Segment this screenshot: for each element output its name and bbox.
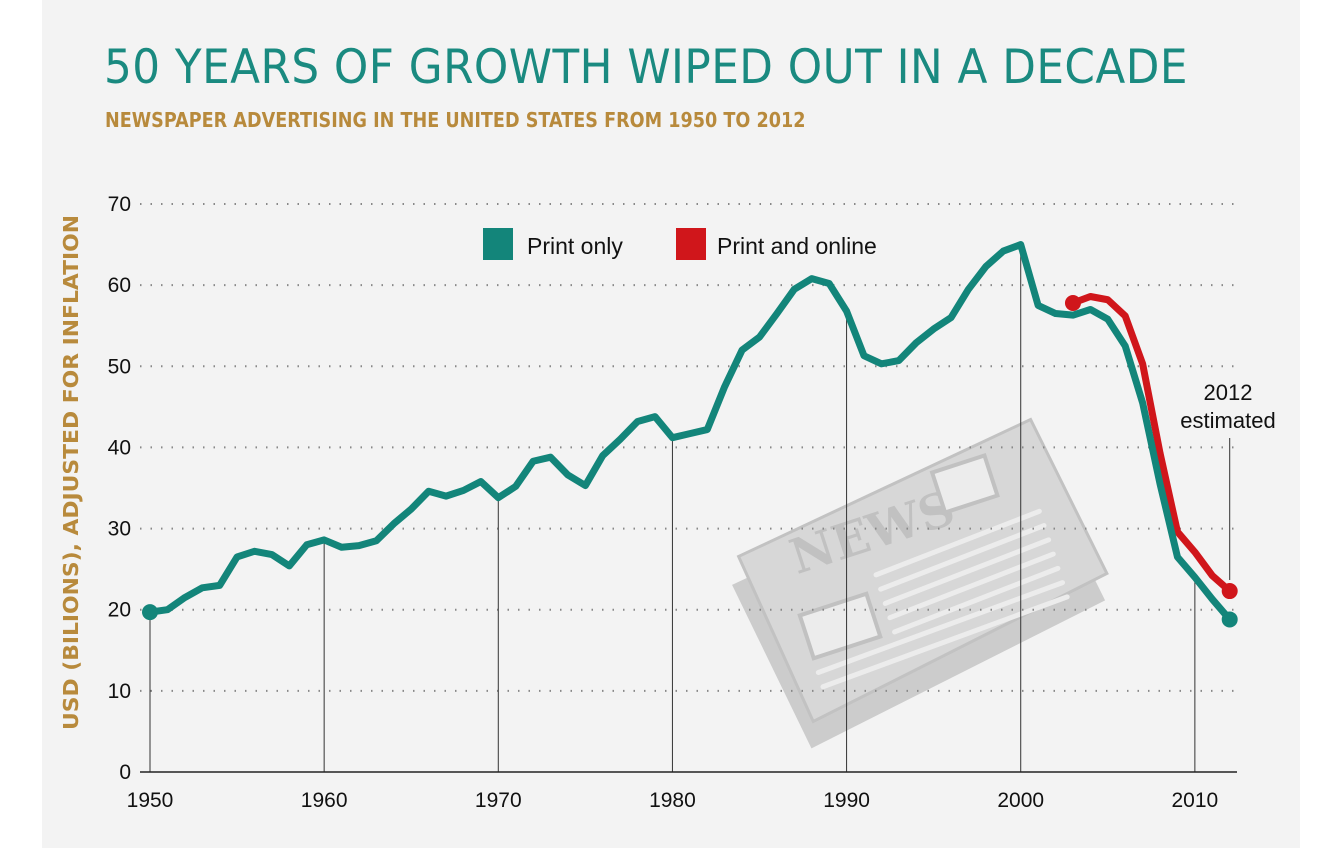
- x-tick-label: 1970: [475, 789, 522, 812]
- y-tick-label: 0: [119, 761, 131, 784]
- newspaper-illustration: NEWS: [732, 417, 1109, 749]
- annotation-line-1: 2012: [1204, 380, 1253, 405]
- legend-label-print-and-online: Print and online: [717, 233, 877, 259]
- series-line-print-and-online: [1069, 293, 1234, 595]
- legend: Print only Print and online: [483, 228, 877, 260]
- series-endpoint-print-only: [1221, 611, 1238, 628]
- legend-label-print-only: Print only: [527, 233, 623, 259]
- y-tick-label: 60: [108, 274, 131, 297]
- x-tick-label: 1950: [127, 789, 174, 812]
- chart-subtitle: NEWSPAPER ADVERTISING IN THE UNITED STAT…: [105, 108, 806, 132]
- x-tick-label: 2000: [997, 789, 1044, 812]
- x-tick-label: 1990: [823, 789, 870, 812]
- series-endpoint-print-and-online: [1064, 294, 1081, 311]
- series-endpoint-print-only: [142, 604, 158, 621]
- x-tick-label: 1980: [649, 789, 696, 812]
- y-tick-label: 30: [108, 518, 131, 541]
- y-tick-label: 50: [108, 355, 131, 378]
- x-tick-label: 2010: [1172, 789, 1219, 812]
- chart-background: [42, 0, 1300, 848]
- y-axis-label: USD (BILIONS), ADJUSTED FOR INFLATION: [59, 215, 83, 730]
- series-line-print-only: [146, 241, 1234, 623]
- legend-swatch-print-only: [483, 228, 513, 260]
- estimate-annotation: 2012 estimated: [1180, 380, 1276, 580]
- y-tick-label: 10: [108, 680, 131, 703]
- y-tick-label: 40: [108, 436, 131, 459]
- series-endpoint-print-and-online: [1221, 583, 1238, 600]
- x-tick-label: 1960: [301, 789, 348, 812]
- annotation-line-2: estimated: [1180, 408, 1275, 433]
- chart-title: 50 YEARS OF GROWTH WIPED OUT IN A DECADE: [104, 40, 1189, 95]
- y-tick-label: 20: [108, 599, 131, 622]
- y-tick-label: 70: [108, 193, 131, 216]
- legend-swatch-print-and-online: [676, 228, 706, 260]
